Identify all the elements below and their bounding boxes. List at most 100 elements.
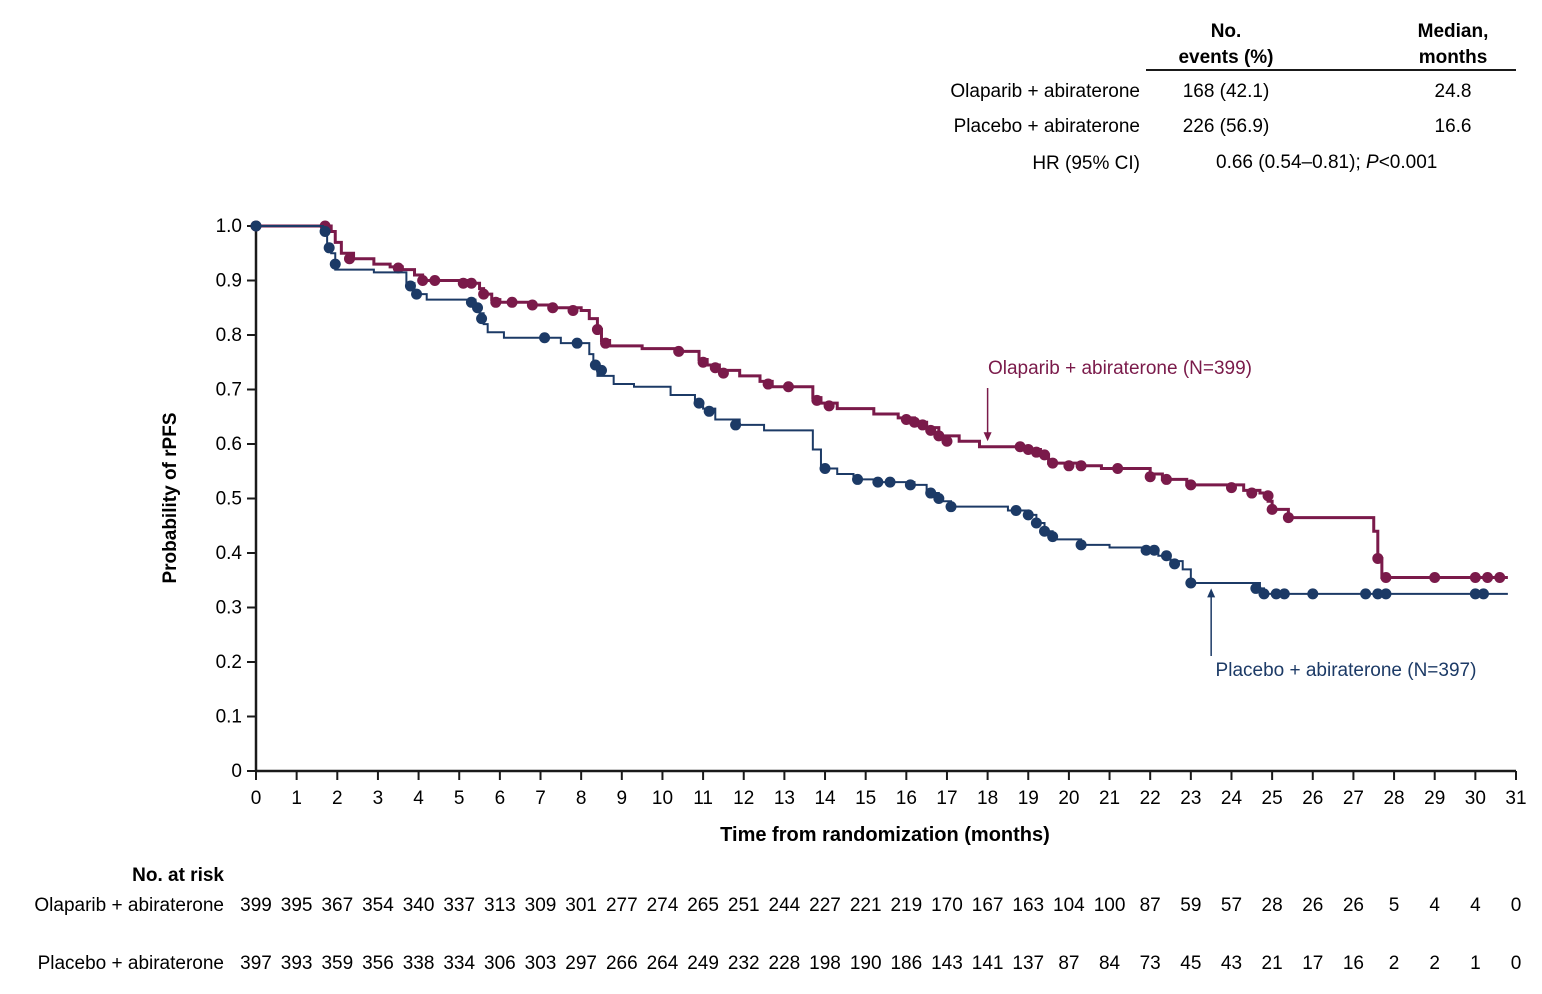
risk-value: 228	[769, 953, 801, 974]
placebo-censor-point	[1469, 588, 1481, 600]
placebo-censor-point	[571, 337, 583, 349]
y-axis-label: Probability of rPFS	[160, 412, 181, 583]
risk-value: 43	[1221, 953, 1242, 974]
risk-value: 26	[1343, 895, 1364, 916]
risk-value: 249	[687, 953, 719, 974]
olaparib-censor-point	[1429, 572, 1441, 584]
olaparib-censor-point	[600, 337, 612, 349]
y-tick-label: 0.9	[216, 271, 242, 292]
risk-value: 73	[1140, 953, 1161, 974]
x-tick-label: 8	[576, 788, 587, 809]
risk-value: 334	[443, 953, 475, 974]
risk-value: 244	[769, 895, 801, 916]
olaparib-censor-point	[709, 362, 721, 374]
olaparib-censor-point	[933, 430, 945, 442]
risk-value: 198	[809, 953, 841, 974]
olaparib-censor-point	[917, 419, 929, 431]
x-tick-label: 14	[814, 788, 836, 809]
placebo-censor-point	[1075, 539, 1087, 551]
olaparib-censor-point	[717, 367, 729, 379]
risk-value: 397	[240, 953, 272, 974]
x-tick-label: 11	[693, 788, 713, 809]
y-ticks: 0 0.1 0.2 0.3 0.4 0.5 0.6 0.7 0.8 0.9 1.0	[216, 216, 256, 782]
risk-value: 167	[972, 895, 1004, 916]
placebo-censor-point	[730, 419, 742, 431]
olaparib-censor-point	[1266, 503, 1278, 515]
risk-value: 338	[403, 953, 435, 974]
olaparib-censor-point	[429, 275, 441, 286]
placebo-censor-point	[925, 487, 937, 499]
events-header-line1: No.	[1211, 21, 1242, 42]
risk-value: 251	[728, 895, 760, 916]
x-tick-label: 10	[652, 788, 673, 809]
olaparib-censor-point	[762, 378, 774, 390]
olaparib-censor-point	[490, 296, 502, 308]
risk-value: 356	[362, 953, 394, 974]
risk-value: 4	[1429, 895, 1440, 916]
placebo-censor-point	[904, 479, 916, 491]
olaparib-censor-point	[1246, 487, 1258, 499]
risk-value: 0	[1511, 953, 1522, 974]
x-tick-label: 21	[1099, 788, 1120, 809]
placebo-censor-point	[1477, 588, 1489, 600]
olaparib-censor-point	[1494, 572, 1506, 584]
risk-value: 227	[809, 895, 841, 916]
risk-value: 170	[931, 895, 963, 916]
y-tick-label: 0.3	[216, 598, 242, 619]
y-tick-label: 0.8	[216, 325, 242, 346]
placebo-censor-point	[1250, 582, 1262, 594]
olaparib-censor-point	[591, 324, 603, 336]
x-tick-label: 27	[1343, 788, 1364, 809]
risk-value: 141	[972, 953, 1004, 974]
x-tick-label: 29	[1424, 788, 1445, 809]
risk-value: 2	[1429, 953, 1440, 974]
placebo-censor-point	[329, 258, 341, 270]
x-tick-label: 16	[896, 788, 917, 809]
risk-value: 186	[890, 953, 922, 974]
placebo-censor-point	[1140, 544, 1152, 556]
risk-value: 340	[403, 895, 435, 916]
olaparib-censor-point	[1160, 473, 1172, 485]
x-tick-label: 31	[1505, 788, 1526, 809]
summary-row-median-placebo: 16.6	[1435, 116, 1472, 137]
placebo-censor-point	[1360, 588, 1372, 600]
risk-value: 45	[1180, 953, 1201, 974]
placebo-censor-point	[852, 473, 864, 485]
risk-value: 59	[1180, 895, 1201, 916]
placebo-censor-point	[1307, 588, 1319, 600]
placebo-censor-point	[595, 364, 607, 376]
risk-value: 297	[565, 953, 597, 974]
risk-value: 28	[1262, 895, 1283, 916]
x-tick-label: 20	[1058, 788, 1079, 809]
km-curves	[250, 220, 1508, 600]
risk-value: 309	[525, 895, 557, 916]
placebo-censor-point	[1278, 588, 1290, 600]
olaparib-censor-point	[457, 277, 469, 289]
risk-value: 16	[1343, 953, 1364, 974]
risk-value: 399	[240, 895, 272, 916]
olaparib-censor-point	[1380, 572, 1392, 584]
risk-value: 137	[1012, 953, 1044, 974]
summary-row-events-placebo: 226 (56.9)	[1183, 116, 1270, 137]
risk-row-label-olaparib: Olaparib + abiraterone	[34, 895, 224, 916]
olaparib-censor-point	[925, 424, 937, 436]
placebo-censor-point	[819, 463, 831, 475]
risk-value: 2	[1389, 953, 1400, 974]
hr-p-italic: P	[1366, 152, 1379, 173]
risk-table-title: No. at risk	[132, 865, 224, 886]
olaparib-censor-point	[567, 304, 579, 316]
placebo-censor-point	[1258, 588, 1270, 600]
olaparib-censor-point	[1144, 471, 1156, 483]
olaparib-censor-point	[941, 435, 953, 447]
risk-value: 301	[565, 895, 597, 916]
median-header-line2: months	[1419, 47, 1488, 68]
olaparib-arrowhead	[983, 432, 992, 442]
olaparib-censor-point	[526, 299, 538, 311]
placebo-km-line	[256, 225, 1508, 595]
olaparib-censor-point	[1063, 460, 1075, 472]
risk-value: 306	[484, 953, 516, 974]
placebo-censor-point	[1160, 550, 1172, 562]
olaparib-censor-point	[1112, 463, 1124, 475]
x-tick-label: 7	[535, 788, 546, 809]
olaparib-censor-point	[1185, 479, 1197, 491]
